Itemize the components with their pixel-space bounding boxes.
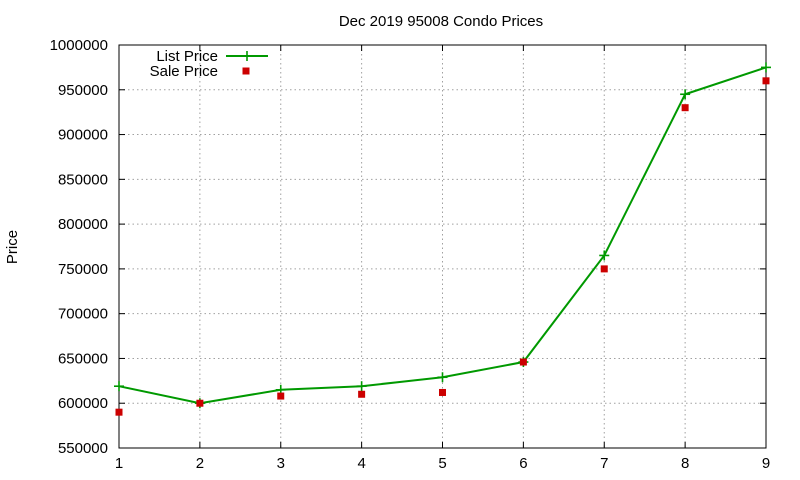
y-tick-label: 850000 bbox=[58, 171, 108, 188]
y-axis-title: Price bbox=[4, 230, 21, 264]
x-tick-label: 5 bbox=[438, 455, 446, 472]
data-point-list-price bbox=[437, 372, 448, 383]
legend-label-sale-price: Sale Price bbox=[150, 63, 218, 80]
grid bbox=[119, 45, 766, 448]
y-tick-label: 650000 bbox=[58, 350, 108, 367]
x-tick-label: 7 bbox=[600, 455, 608, 472]
data-point-list-price bbox=[680, 89, 691, 100]
data-point-sale-price bbox=[762, 77, 770, 85]
legend: List Price Sale Price bbox=[150, 48, 268, 80]
y-tick-label: 950000 bbox=[58, 82, 108, 99]
x-tick-label: 4 bbox=[357, 455, 365, 472]
x-tick-label: 3 bbox=[277, 455, 285, 472]
y-tick-label: 750000 bbox=[58, 261, 108, 278]
data-point-sale-price bbox=[277, 392, 285, 400]
y-tick-label: 1000000 bbox=[50, 37, 108, 54]
y-tick-label: 800000 bbox=[58, 216, 108, 233]
data-point-list-price bbox=[761, 62, 771, 73]
y-tick-label: 550000 bbox=[58, 440, 108, 457]
data-point-list-price bbox=[599, 250, 610, 261]
x-tick-label: 1 bbox=[115, 455, 123, 472]
data-point-sale-price bbox=[600, 265, 608, 273]
legend-marker-sale-price bbox=[242, 67, 250, 75]
data-point-sale-price bbox=[681, 104, 689, 112]
data-point-list-price bbox=[356, 381, 367, 392]
data-point-sale-price bbox=[196, 399, 204, 407]
y-tick-label: 700000 bbox=[58, 306, 108, 323]
data-point-sale-price bbox=[358, 390, 366, 398]
series-layer bbox=[114, 62, 771, 416]
legend-marker-list-price bbox=[242, 51, 252, 61]
x-tick-label: 8 bbox=[681, 455, 689, 472]
x-tick-label: 2 bbox=[196, 455, 204, 472]
data-point-sale-price bbox=[439, 388, 446, 396]
chart-title: Dec 2019 95008 Condo Prices bbox=[339, 13, 543, 30]
y-tick-label: 600000 bbox=[58, 395, 108, 412]
data-point-sale-price bbox=[519, 358, 527, 366]
data-point-sale-price bbox=[115, 408, 123, 416]
legend-label-list-price: List Price bbox=[156, 48, 218, 65]
x-tick-label: 6 bbox=[519, 455, 527, 472]
axis-ticks: 550000 600000 650000 700000 750000 800000 8500… bbox=[50, 37, 771, 472]
data-point-list-price bbox=[114, 381, 124, 392]
y-tick-label: 900000 bbox=[58, 127, 108, 144]
x-tick-label: 9 bbox=[762, 455, 770, 472]
